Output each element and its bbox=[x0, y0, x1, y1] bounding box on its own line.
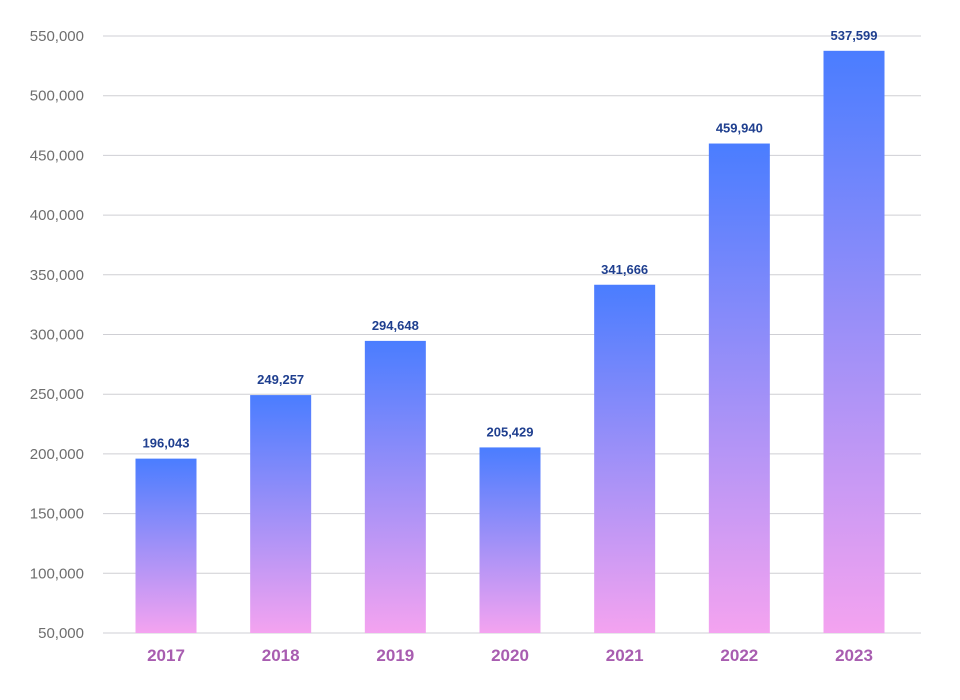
y-tick-label: 250,000 bbox=[30, 386, 84, 403]
x-tick-label: 2021 bbox=[606, 646, 644, 665]
data-label: 196,043 bbox=[143, 436, 190, 451]
bar-2022 bbox=[708, 143, 770, 633]
y-tick-label: 450,000 bbox=[30, 147, 84, 164]
bar-2020 bbox=[479, 447, 541, 633]
data-label: 205,429 bbox=[487, 424, 534, 439]
bar-2023 bbox=[823, 50, 885, 634]
y-axis-tick-labels: 50,000 100,000 150,000 200,000 250,000 300,00… bbox=[30, 28, 84, 642]
x-axis-tick-labels: 2017 2018 2019 2020 2021 2022 2023 bbox=[147, 646, 873, 665]
data-label: 341,666 bbox=[601, 262, 648, 277]
grid-lines bbox=[103, 35, 921, 634]
y-tick-label: 150,000 bbox=[30, 506, 84, 523]
data-label: 249,257 bbox=[257, 372, 304, 387]
y-tick-label: 550,000 bbox=[30, 28, 84, 45]
y-tick-label: 200,000 bbox=[30, 446, 84, 463]
bars bbox=[135, 50, 885, 634]
y-tick-label: 350,000 bbox=[30, 267, 84, 284]
bar-2019 bbox=[364, 340, 426, 633]
y-tick-label: 100,000 bbox=[30, 565, 84, 582]
data-label: 537,599 bbox=[831, 28, 878, 43]
y-tick-label: 300,000 bbox=[30, 327, 84, 344]
bar-2017 bbox=[135, 458, 197, 633]
y-tick-label: 400,000 bbox=[30, 207, 84, 224]
x-tick-label: 2023 bbox=[835, 646, 873, 665]
x-tick-label: 2020 bbox=[491, 646, 529, 665]
x-tick-label: 2019 bbox=[376, 646, 414, 665]
data-label: 294,648 bbox=[372, 318, 419, 333]
x-tick-label: 2022 bbox=[720, 646, 758, 665]
data-labels: 196,043 249,257 294,648 205,429 341,666 459,9… bbox=[143, 28, 878, 451]
bar-2018 bbox=[250, 395, 312, 633]
bar-2021 bbox=[594, 284, 656, 633]
y-tick-label: 500,000 bbox=[30, 88, 84, 105]
x-tick-label: 2018 bbox=[262, 646, 300, 665]
x-tick-label: 2017 bbox=[147, 646, 185, 665]
y-tick-label: 50,000 bbox=[38, 625, 84, 642]
data-label: 459,940 bbox=[716, 121, 763, 136]
